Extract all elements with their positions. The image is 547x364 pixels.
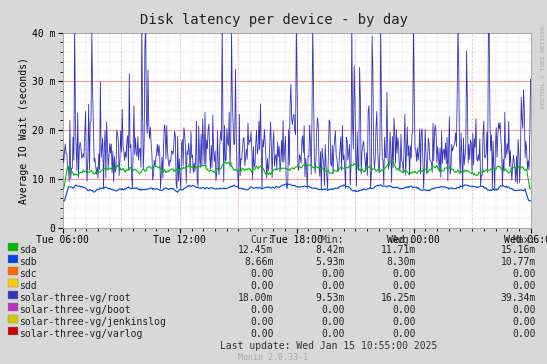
Text: 0.00: 0.00 [513, 317, 536, 327]
Text: 0.00: 0.00 [321, 281, 345, 291]
Text: 0.00: 0.00 [321, 269, 345, 279]
Text: Disk latency per device - by day: Disk latency per device - by day [139, 13, 408, 27]
Text: 12.45m: 12.45m [238, 245, 274, 255]
Text: 0.00: 0.00 [250, 281, 274, 291]
Text: 0.00: 0.00 [513, 281, 536, 291]
Text: 0.00: 0.00 [250, 305, 274, 315]
Text: 10.77m: 10.77m [501, 257, 536, 267]
Text: Min:: Min: [321, 235, 345, 245]
Text: 8.66m: 8.66m [244, 257, 274, 267]
Text: 0.00: 0.00 [250, 329, 274, 339]
Text: solar-three-vg/boot: solar-three-vg/boot [19, 305, 131, 315]
Y-axis label: Average IO Wait (seconds): Average IO Wait (seconds) [19, 57, 29, 203]
Text: 5.93m: 5.93m [315, 257, 345, 267]
Text: solar-three-vg/varlog: solar-three-vg/varlog [19, 329, 143, 339]
Text: 0.00: 0.00 [392, 269, 416, 279]
Text: Max:: Max: [513, 235, 536, 245]
Text: 0.00: 0.00 [392, 281, 416, 291]
Text: 0.00: 0.00 [321, 317, 345, 327]
Text: 16.25m: 16.25m [381, 293, 416, 303]
Text: 0.00: 0.00 [392, 317, 416, 327]
Text: 18.00m: 18.00m [238, 293, 274, 303]
Text: sdd: sdd [19, 281, 37, 291]
Text: 0.00: 0.00 [513, 305, 536, 315]
Text: 0.00: 0.00 [250, 269, 274, 279]
Text: 0.00: 0.00 [392, 329, 416, 339]
Text: 0.00: 0.00 [513, 269, 536, 279]
Text: 0.00: 0.00 [321, 329, 345, 339]
Text: 8.30m: 8.30m [386, 257, 416, 267]
Text: solar-three-vg/root: solar-three-vg/root [19, 293, 131, 303]
Text: 0.00: 0.00 [250, 317, 274, 327]
Text: Last update: Wed Jan 15 10:55:00 2025: Last update: Wed Jan 15 10:55:00 2025 [219, 341, 437, 351]
Text: solar-three-vg/jenkinslog: solar-three-vg/jenkinslog [19, 317, 166, 327]
Text: 8.42m: 8.42m [315, 245, 345, 255]
Text: 0.00: 0.00 [392, 305, 416, 315]
Text: 0.00: 0.00 [321, 305, 345, 315]
Text: sdc: sdc [19, 269, 37, 279]
Text: Avg:: Avg: [392, 235, 416, 245]
Text: RRDTOOL / TOBI OETIKER: RRDTOOL / TOBI OETIKER [541, 25, 546, 108]
Text: 0.00: 0.00 [513, 329, 536, 339]
Text: sdb: sdb [19, 257, 37, 267]
Text: 39.34m: 39.34m [501, 293, 536, 303]
Text: 15.16m: 15.16m [501, 245, 536, 255]
Text: Munin 2.0.33-1: Munin 2.0.33-1 [238, 353, 309, 362]
Text: 11.71m: 11.71m [381, 245, 416, 255]
Text: Cur:: Cur: [250, 235, 274, 245]
Text: 9.53m: 9.53m [315, 293, 345, 303]
Text: sda: sda [19, 245, 37, 255]
